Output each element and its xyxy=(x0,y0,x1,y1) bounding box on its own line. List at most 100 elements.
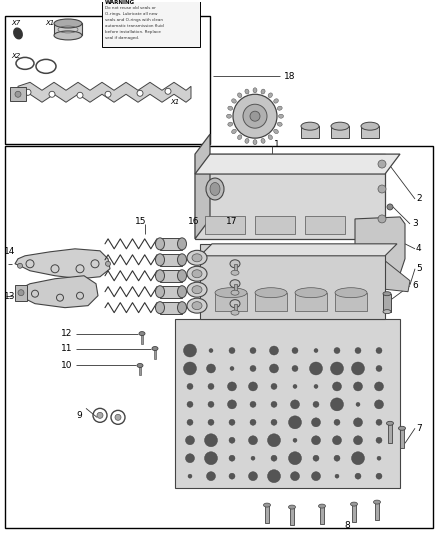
Circle shape xyxy=(378,215,386,223)
Circle shape xyxy=(314,349,318,352)
Circle shape xyxy=(248,382,258,391)
Circle shape xyxy=(376,419,382,425)
Circle shape xyxy=(292,348,298,353)
Circle shape xyxy=(186,454,194,463)
Ellipse shape xyxy=(192,286,202,294)
Circle shape xyxy=(378,160,386,168)
Bar xyxy=(265,505,269,523)
Text: 17: 17 xyxy=(226,217,237,227)
Bar xyxy=(255,216,295,234)
Circle shape xyxy=(105,91,111,97)
Circle shape xyxy=(311,418,321,427)
Circle shape xyxy=(25,90,31,95)
Ellipse shape xyxy=(289,505,296,509)
Circle shape xyxy=(376,437,382,443)
Circle shape xyxy=(243,104,267,128)
Circle shape xyxy=(356,402,360,406)
Ellipse shape xyxy=(231,270,239,275)
Circle shape xyxy=(334,419,340,425)
Ellipse shape xyxy=(192,270,202,278)
Ellipse shape xyxy=(295,288,327,298)
Polygon shape xyxy=(15,249,110,279)
Circle shape xyxy=(293,438,297,442)
Circle shape xyxy=(290,400,300,409)
Circle shape xyxy=(250,401,256,407)
Ellipse shape xyxy=(255,288,287,298)
Text: 9: 9 xyxy=(76,411,82,420)
Circle shape xyxy=(376,366,382,372)
Bar xyxy=(160,286,182,298)
Circle shape xyxy=(334,348,340,353)
Bar xyxy=(205,216,245,234)
Ellipse shape xyxy=(268,93,272,98)
Circle shape xyxy=(271,419,277,425)
Circle shape xyxy=(229,348,235,353)
Circle shape xyxy=(186,436,194,445)
Circle shape xyxy=(353,418,363,427)
Circle shape xyxy=(206,472,215,481)
Circle shape xyxy=(313,401,319,407)
Circle shape xyxy=(292,366,298,372)
Circle shape xyxy=(165,88,171,94)
Bar xyxy=(200,244,385,319)
Text: O-rings. Lubricate all new: O-rings. Lubricate all new xyxy=(105,12,158,15)
Text: X1: X1 xyxy=(170,99,179,105)
Bar xyxy=(301,126,319,138)
Ellipse shape xyxy=(187,282,207,297)
Circle shape xyxy=(208,401,214,407)
Circle shape xyxy=(311,472,321,481)
Circle shape xyxy=(332,382,342,391)
Ellipse shape xyxy=(274,99,279,103)
Text: seal if damaged.: seal if damaged. xyxy=(105,36,139,41)
Text: 13: 13 xyxy=(4,292,15,301)
Bar xyxy=(400,429,404,448)
Ellipse shape xyxy=(268,135,272,140)
Ellipse shape xyxy=(261,139,265,143)
Ellipse shape xyxy=(187,251,207,265)
Circle shape xyxy=(353,436,363,445)
Ellipse shape xyxy=(137,364,143,367)
Circle shape xyxy=(376,348,382,353)
Ellipse shape xyxy=(232,130,237,134)
Text: X2: X2 xyxy=(11,53,20,59)
Circle shape xyxy=(187,419,193,425)
Ellipse shape xyxy=(264,503,271,507)
Text: 18: 18 xyxy=(284,72,296,81)
Circle shape xyxy=(106,261,110,266)
Bar xyxy=(15,285,27,301)
Ellipse shape xyxy=(230,260,240,268)
Circle shape xyxy=(18,290,24,296)
Bar xyxy=(160,238,182,250)
Bar xyxy=(160,270,182,282)
Circle shape xyxy=(205,434,218,447)
Polygon shape xyxy=(355,217,405,274)
Circle shape xyxy=(334,455,340,461)
Ellipse shape xyxy=(215,288,247,298)
Circle shape xyxy=(97,413,103,418)
Bar xyxy=(233,264,237,273)
Bar xyxy=(54,23,82,35)
Text: 11: 11 xyxy=(60,344,72,353)
Circle shape xyxy=(251,456,255,460)
Polygon shape xyxy=(18,82,191,102)
Circle shape xyxy=(115,414,121,421)
Ellipse shape xyxy=(237,93,242,98)
Text: 10: 10 xyxy=(60,361,72,370)
Ellipse shape xyxy=(318,504,325,508)
Circle shape xyxy=(355,473,361,479)
Circle shape xyxy=(208,383,214,390)
Ellipse shape xyxy=(54,19,82,28)
Bar xyxy=(305,216,345,234)
Circle shape xyxy=(49,91,55,97)
Ellipse shape xyxy=(155,286,165,298)
Circle shape xyxy=(335,474,339,478)
Ellipse shape xyxy=(335,288,367,298)
Ellipse shape xyxy=(230,280,240,288)
Circle shape xyxy=(374,382,384,391)
Ellipse shape xyxy=(232,99,237,103)
Circle shape xyxy=(250,348,256,353)
Text: 12: 12 xyxy=(60,329,72,338)
Text: automatic transmission fluid: automatic transmission fluid xyxy=(105,24,164,28)
Text: 7: 7 xyxy=(416,424,422,433)
Ellipse shape xyxy=(155,254,165,266)
